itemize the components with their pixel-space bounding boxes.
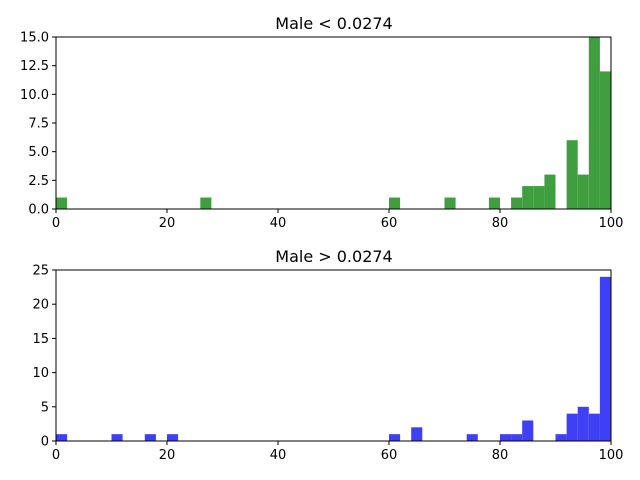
top-histogram-bar bbox=[488, 197, 500, 209]
top-histogram-bar bbox=[588, 37, 600, 209]
bottom-histogram-bar bbox=[588, 413, 600, 441]
top-chart-title: Male < 0.0274 bbox=[275, 14, 392, 33]
top-y-ticks: 0.0 2.5 5.0 7.5 10.0 12.5 15.0 bbox=[20, 31, 56, 218]
top-histogram-bar bbox=[599, 71, 611, 210]
top-histogram-bar bbox=[566, 140, 578, 209]
bottom-histogram-bar bbox=[167, 434, 179, 441]
bottom-x-tick-label: 100 bbox=[599, 448, 624, 463]
bottom-x-ticks: 0 20 40 60 80 100 bbox=[52, 441, 624, 463]
top-y-tick-label: 2.5 bbox=[28, 174, 49, 189]
bottom-x-tick-label: 20 bbox=[159, 448, 176, 463]
bottom-y-tick-label: 10 bbox=[32, 366, 49, 381]
bottom-histogram-bar bbox=[111, 434, 123, 441]
top-x-tick-label: 80 bbox=[492, 216, 509, 231]
bottom-y-ticks: 0 5 10 15 20 25 bbox=[32, 264, 56, 450]
bottom-y-tick-label: 20 bbox=[32, 298, 49, 313]
top-x-tick-label: 100 bbox=[599, 216, 624, 231]
top-x-tick-label: 60 bbox=[381, 216, 398, 231]
bottom-histogram-bar bbox=[500, 434, 512, 441]
bottom-histogram-bar bbox=[411, 427, 423, 441]
top-histogram-bar bbox=[522, 186, 534, 209]
bottom-y-tick-label: 5 bbox=[41, 400, 49, 415]
top-y-tick-label: 7.5 bbox=[28, 117, 49, 132]
top-x-tick-label: 20 bbox=[159, 216, 176, 231]
top-y-tick-label: 15.0 bbox=[20, 31, 49, 46]
top-x-ticks: 0 20 40 60 80 100 bbox=[52, 209, 624, 231]
bottom-histogram-panel: Male > 0.0274 0 20 40 60 80 100 0 5 10 15 20 25 bbox=[32, 247, 623, 463]
bottom-histogram-bar bbox=[466, 434, 478, 441]
bottom-histogram-bar bbox=[511, 434, 523, 441]
top-histogram-panel: Male < 0.0274 0 20 40 60 80 100 0.0 2.5 5.0 7.5 1… bbox=[20, 14, 623, 231]
top-x-tick-label: 40 bbox=[270, 216, 287, 231]
bottom-histogram-bar bbox=[577, 406, 589, 441]
bottom-y-tick-label: 15 bbox=[32, 332, 49, 347]
bottom-x-tick-label: 60 bbox=[381, 448, 398, 463]
top-y-tick-label: 12.5 bbox=[20, 59, 49, 74]
top-histogram-bar bbox=[544, 174, 556, 209]
top-y-tick-label: 10.0 bbox=[20, 88, 49, 103]
top-histogram-bar bbox=[511, 197, 523, 209]
bottom-y-tick-label: 25 bbox=[32, 264, 49, 279]
top-bars-group bbox=[56, 37, 611, 210]
bottom-x-tick-label: 40 bbox=[270, 448, 287, 463]
bottom-chart-title: Male > 0.0274 bbox=[275, 247, 392, 266]
bottom-histogram-bar bbox=[144, 434, 156, 441]
top-y-tick-label: 0.0 bbox=[28, 203, 49, 218]
top-y-tick-label: 5.0 bbox=[28, 145, 49, 160]
top-histogram-bar bbox=[200, 197, 212, 209]
top-histogram-bar bbox=[56, 197, 68, 209]
bottom-histogram-bar bbox=[522, 420, 534, 441]
bottom-x-tick-label: 0 bbox=[52, 448, 60, 463]
bottom-axes-frame bbox=[55, 269, 612, 442]
bottom-histogram-bar bbox=[56, 434, 68, 441]
bottom-x-tick-label: 80 bbox=[492, 448, 509, 463]
bottom-bars-group bbox=[56, 276, 611, 441]
bottom-histogram-bar bbox=[389, 434, 401, 441]
top-histogram-bar bbox=[533, 186, 545, 209]
bottom-histogram-bar bbox=[566, 413, 578, 441]
bottom-histogram-bar bbox=[599, 276, 611, 441]
top-histogram-bar bbox=[444, 197, 456, 209]
bottom-histogram-bar bbox=[555, 434, 567, 441]
bottom-y-tick-label: 0 bbox=[41, 435, 49, 450]
top-histogram-bar bbox=[577, 174, 589, 209]
top-histogram-bar bbox=[389, 197, 401, 209]
top-x-tick-label: 0 bbox=[52, 216, 60, 231]
